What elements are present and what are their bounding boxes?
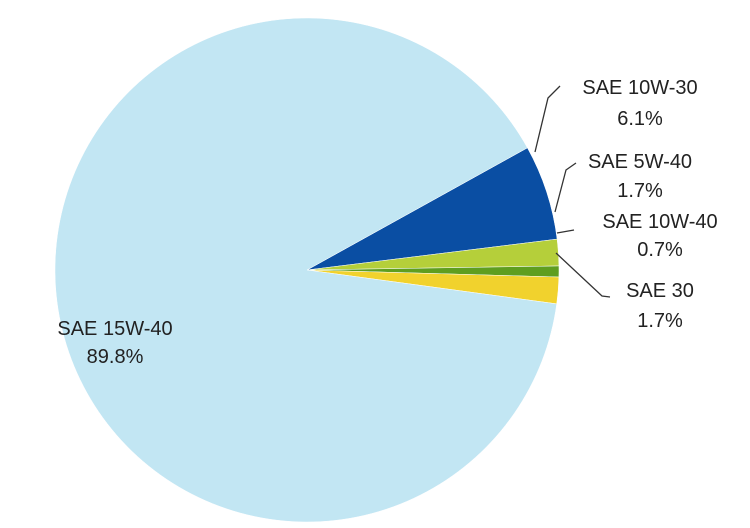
slice-label-value: 1.7%	[617, 180, 663, 202]
leader-line-sae-10w-30	[534, 85, 561, 153]
slice-label-name: SAE 10W-40	[602, 211, 717, 233]
leader-line-sae-10w-40	[556, 229, 575, 234]
slice-label-name: SAE 5W-40	[588, 151, 692, 173]
slice-label-name: SAE 10W-30	[582, 77, 697, 99]
leader-line-sae-5w-40	[554, 162, 577, 213]
slice-label-name: SAE 30	[626, 280, 694, 302]
slice-label-value: 6.1%	[617, 108, 663, 130]
slice-label-value: 1.7%	[637, 310, 683, 332]
pie-slice-sae-15w-40	[54, 17, 557, 523]
slice-label-name: SAE 15W-40	[57, 318, 172, 340]
leader-line-sae-30	[555, 252, 611, 298]
slice-label-value: 0.7%	[637, 239, 683, 261]
slice-label-value: 89.8%	[87, 346, 144, 368]
